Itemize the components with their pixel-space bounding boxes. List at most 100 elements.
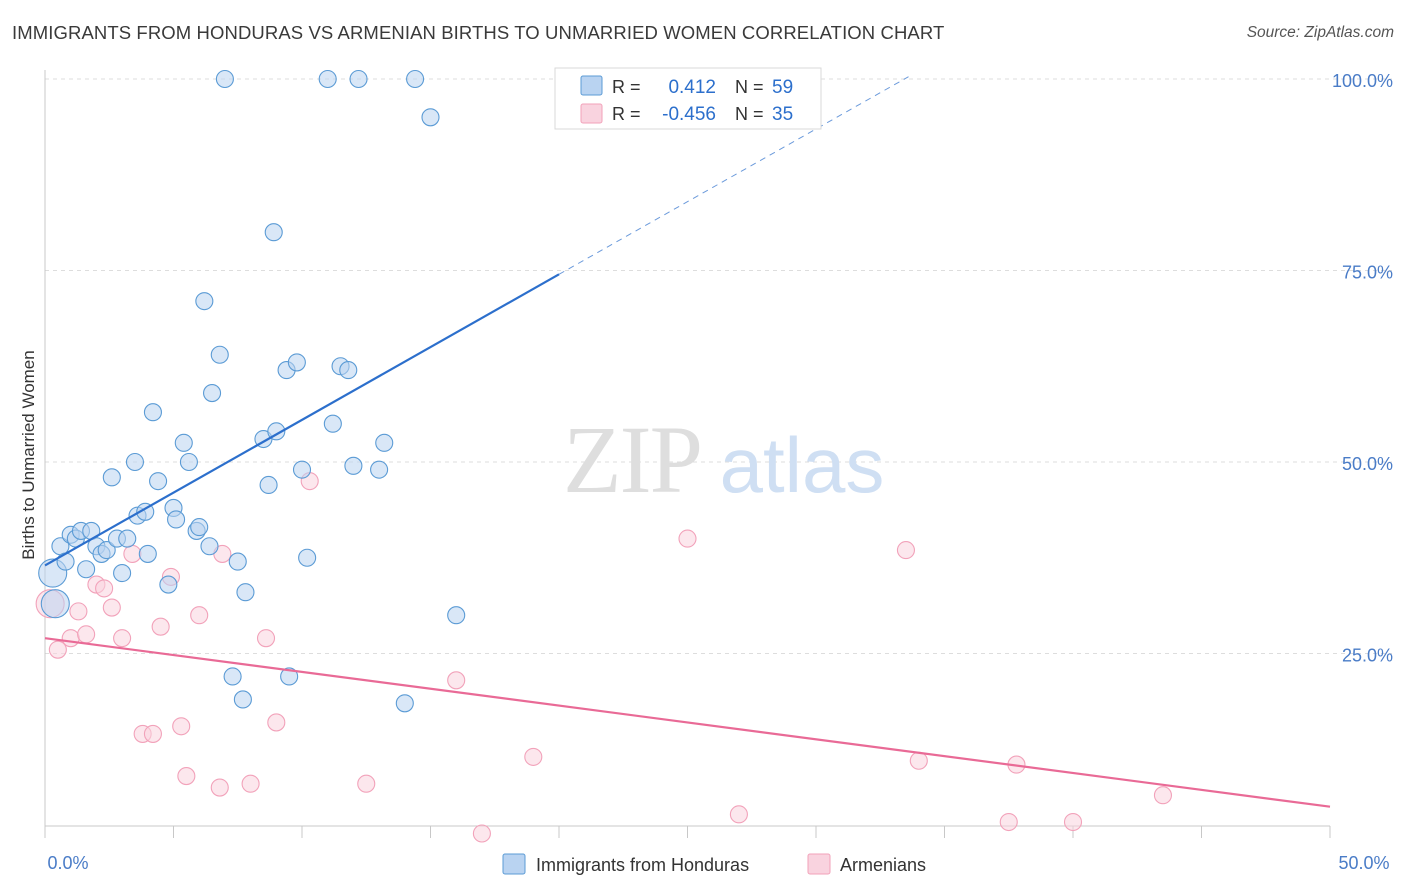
point-honduras — [259, 475, 278, 495]
point-armenians — [447, 671, 466, 690]
legend-bottom-swatch-armenians — [807, 853, 831, 875]
point-honduras — [298, 548, 317, 567]
point-armenians — [61, 629, 80, 648]
point-armenians — [102, 598, 121, 617]
point-honduras — [102, 468, 121, 487]
point-honduras — [395, 694, 414, 713]
point-honduras — [318, 69, 337, 89]
legend-bottom-swatch-honduras — [502, 853, 526, 875]
point-honduras — [344, 456, 363, 475]
trend-line-honduras — [44, 273, 560, 567]
watermark-atlas: atlas — [720, 421, 885, 509]
point-honduras — [287, 353, 306, 372]
point-armenians — [113, 629, 132, 648]
point-honduras — [190, 518, 209, 537]
point-armenians — [729, 805, 748, 824]
point-armenians — [172, 717, 191, 736]
point-honduras — [40, 589, 70, 619]
point-armenians — [77, 625, 96, 644]
point-honduras — [349, 69, 368, 89]
point-honduras — [228, 552, 247, 571]
legend-n-label-2: N = — [735, 104, 764, 124]
point-honduras — [174, 433, 193, 452]
point-honduras — [125, 452, 144, 472]
legend-bottom: Immigrants from Honduras Armenians — [502, 853, 926, 875]
trend-line-armenians — [44, 637, 1331, 808]
y-tick-label: 75.0% — [1342, 263, 1393, 283]
honduras-points — [38, 69, 466, 713]
point-armenians — [95, 579, 114, 598]
legend-n-value-1: 59 — [772, 77, 793, 98]
trend-lines — [44, 76, 1331, 808]
point-honduras — [280, 667, 299, 686]
legend-n-label-1: N = — [735, 77, 764, 97]
point-honduras — [118, 529, 137, 548]
point-armenians — [190, 606, 209, 625]
y-axis-label: Births to Unmarried Women — [19, 350, 38, 559]
legend-r-label-1: R = — [612, 77, 641, 97]
watermark-zip: ZIP — [563, 406, 701, 513]
point-armenians — [69, 602, 88, 621]
point-honduras — [56, 552, 75, 571]
point-honduras — [292, 460, 312, 479]
point-honduras — [138, 544, 157, 563]
x-tick-label-min: 0.0% — [47, 853, 88, 873]
point-honduras — [77, 560, 96, 579]
point-honduras — [159, 575, 178, 594]
legend-bottom-label-armenians: Armenians — [840, 855, 926, 875]
legend-bottom-label-honduras: Immigrants from Honduras — [536, 855, 749, 875]
point-honduras — [233, 690, 252, 709]
legend-swatch-blue — [580, 75, 603, 96]
legend-r-value-2: -0.456 — [662, 104, 716, 125]
source-label: Source: ZipAtlas.com — [1246, 24, 1394, 41]
point-honduras — [113, 564, 132, 583]
point-honduras — [447, 606, 466, 625]
point-armenians — [678, 529, 697, 548]
point-honduras — [339, 361, 358, 380]
legend-swatch-pink — [580, 103, 603, 124]
point-honduras — [167, 510, 186, 529]
point-armenians — [210, 778, 229, 797]
point-honduras — [149, 472, 168, 491]
point-armenians — [151, 617, 170, 636]
point-armenians — [896, 541, 916, 560]
y-tick-label: 25.0% — [1342, 646, 1393, 666]
point-armenians — [524, 747, 543, 766]
legend-n-value-2: 35 — [772, 104, 793, 125]
point-honduras — [375, 433, 394, 452]
point-honduras — [370, 460, 389, 479]
point-honduras — [195, 292, 214, 311]
y-tick-labels: 25.0% 50.0% 75.0% 100.0% — [1332, 71, 1393, 666]
legend-r-label-2: R = — [612, 104, 641, 124]
point-armenians — [909, 751, 928, 770]
point-armenians — [1153, 786, 1172, 805]
grid-lines — [45, 78, 1392, 654]
point-armenians — [256, 629, 276, 648]
trend-line-honduras-extension — [558, 76, 909, 275]
point-armenians — [999, 812, 1018, 832]
legend-top: R = 0.412 N = 59 R = -0.456 N = 35 — [554, 67, 822, 130]
x-tick-label-max: 50.0% — [1338, 853, 1389, 873]
point-armenians — [177, 767, 196, 786]
watermark: ZIP atlas — [563, 406, 884, 513]
point-armenians — [143, 724, 162, 743]
point-honduras — [264, 223, 283, 242]
point-honduras — [323, 414, 342, 433]
point-armenians — [357, 774, 376, 793]
point-honduras — [136, 502, 155, 521]
point-honduras — [406, 69, 425, 89]
point-armenians — [1063, 812, 1083, 832]
x-ticks — [44, 826, 1331, 838]
point-armenians — [241, 774, 260, 793]
y-tick-label: 50.0% — [1342, 454, 1393, 474]
point-honduras — [203, 384, 222, 403]
point-honduras — [143, 403, 162, 422]
point-armenians — [48, 640, 67, 659]
point-honduras — [210, 345, 229, 364]
legend-r-value-1: 0.412 — [668, 77, 716, 98]
point-honduras — [215, 69, 234, 89]
chart-title: IMMIGRANTS FROM HONDURAS VS ARMENIAN BIR… — [12, 22, 945, 43]
point-honduras — [223, 667, 242, 686]
point-armenians — [123, 544, 142, 563]
